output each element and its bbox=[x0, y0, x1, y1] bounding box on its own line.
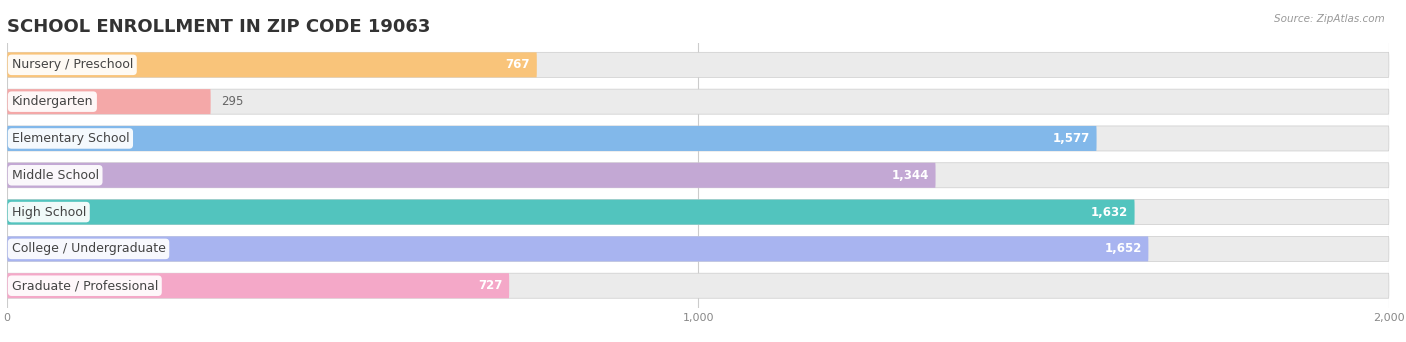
Text: High School: High School bbox=[11, 206, 86, 219]
Text: Graduate / Professional: Graduate / Professional bbox=[11, 279, 157, 292]
FancyBboxPatch shape bbox=[7, 236, 1389, 261]
FancyBboxPatch shape bbox=[7, 273, 1389, 298]
FancyBboxPatch shape bbox=[7, 89, 1389, 114]
FancyBboxPatch shape bbox=[7, 52, 537, 77]
Text: 295: 295 bbox=[221, 95, 243, 108]
Text: SCHOOL ENROLLMENT IN ZIP CODE 19063: SCHOOL ENROLLMENT IN ZIP CODE 19063 bbox=[7, 18, 430, 36]
Text: Source: ZipAtlas.com: Source: ZipAtlas.com bbox=[1274, 14, 1385, 24]
Text: 1,652: 1,652 bbox=[1104, 242, 1142, 255]
Text: Middle School: Middle School bbox=[11, 169, 98, 182]
Text: 767: 767 bbox=[506, 58, 530, 71]
Text: College / Undergraduate: College / Undergraduate bbox=[11, 242, 166, 255]
FancyBboxPatch shape bbox=[7, 200, 1135, 225]
FancyBboxPatch shape bbox=[7, 52, 1389, 77]
FancyBboxPatch shape bbox=[7, 89, 211, 114]
FancyBboxPatch shape bbox=[7, 163, 935, 188]
Text: 1,577: 1,577 bbox=[1053, 132, 1090, 145]
Text: 1,344: 1,344 bbox=[891, 169, 929, 182]
Text: Kindergarten: Kindergarten bbox=[11, 95, 93, 108]
Text: Elementary School: Elementary School bbox=[11, 132, 129, 145]
Text: 727: 727 bbox=[478, 279, 502, 292]
FancyBboxPatch shape bbox=[7, 273, 509, 298]
FancyBboxPatch shape bbox=[7, 126, 1389, 151]
FancyBboxPatch shape bbox=[7, 163, 1389, 188]
Text: Nursery / Preschool: Nursery / Preschool bbox=[11, 58, 134, 71]
FancyBboxPatch shape bbox=[7, 236, 1149, 261]
FancyBboxPatch shape bbox=[7, 126, 1097, 151]
FancyBboxPatch shape bbox=[7, 200, 1389, 225]
Text: 1,632: 1,632 bbox=[1091, 206, 1128, 219]
